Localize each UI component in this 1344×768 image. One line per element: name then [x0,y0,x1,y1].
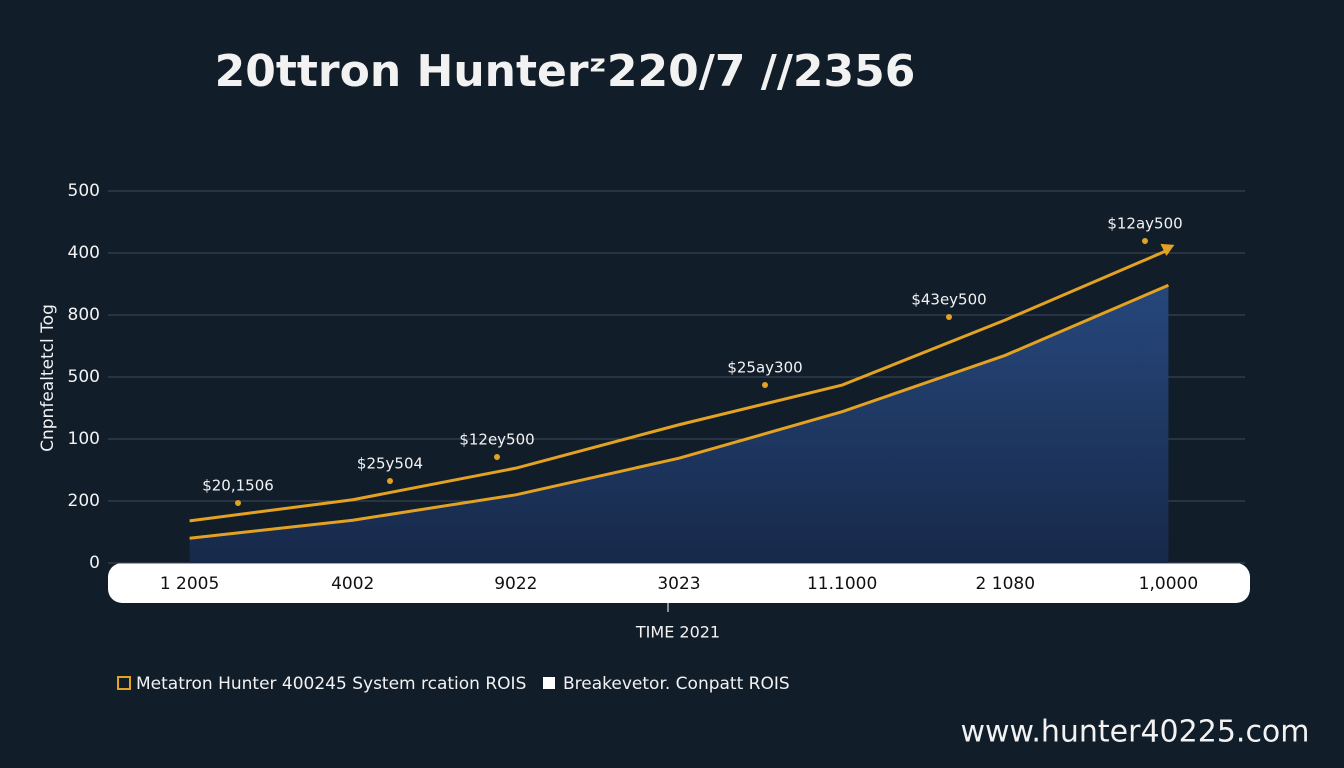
annotation-dot [387,478,393,484]
area-line [189,283,1170,540]
legend-swatch [543,677,555,689]
annotation-dot [946,314,952,320]
x-axis-band [108,563,1250,603]
chart-title: 20ttron Hunterᶻ220/7 //2356 [215,46,916,97]
y-tick-label: 200 [68,491,100,511]
y-tick-label: 800 [68,305,100,325]
annotation-dot [1142,238,1148,244]
line [189,248,1170,523]
y-axis-label: Cnpnfealtetcl Tog [38,304,58,452]
annotation-dot [494,454,500,460]
legend-label: Breakevetor. Conpatt ROIS [563,674,790,694]
y-tick-label: 0 [89,553,100,573]
annotation-dot [235,500,241,506]
x-tick-label: 2 1080 [976,574,1035,594]
annotation: $20,1506 [202,477,274,495]
annotation: $12ey500 [459,431,534,449]
arrow-head [1160,243,1175,256]
y-tick-label: 500 [68,367,100,387]
y-tick-label: 500 [68,181,100,201]
x-tick-label: 1 2005 [160,574,219,594]
annotation: $43ey500 [911,291,986,309]
annotation-dot [762,382,768,388]
legend-swatch [117,676,131,690]
watermark: www.hunter40225.com [960,715,1309,750]
x-axis-label: TIME 2021 [635,623,720,642]
y-tick-label: 400 [68,243,100,263]
annotation: $25y504 [357,455,423,473]
x-tick-label: 1,0000 [1139,574,1198,594]
x-tick-label: 4002 [331,574,374,594]
legend-label: Metatron Hunter 400245 System rcation RO… [136,674,526,694]
x-tick-label: 11.1000 [807,574,877,594]
annotation: $12ay500 [1107,215,1182,233]
y-tick-label: 100 [68,429,100,449]
x-tick-label: 3023 [657,574,700,594]
area [189,285,1169,563]
annotation: $25ay300 [727,359,802,377]
x-tick-label: 9022 [494,574,537,594]
